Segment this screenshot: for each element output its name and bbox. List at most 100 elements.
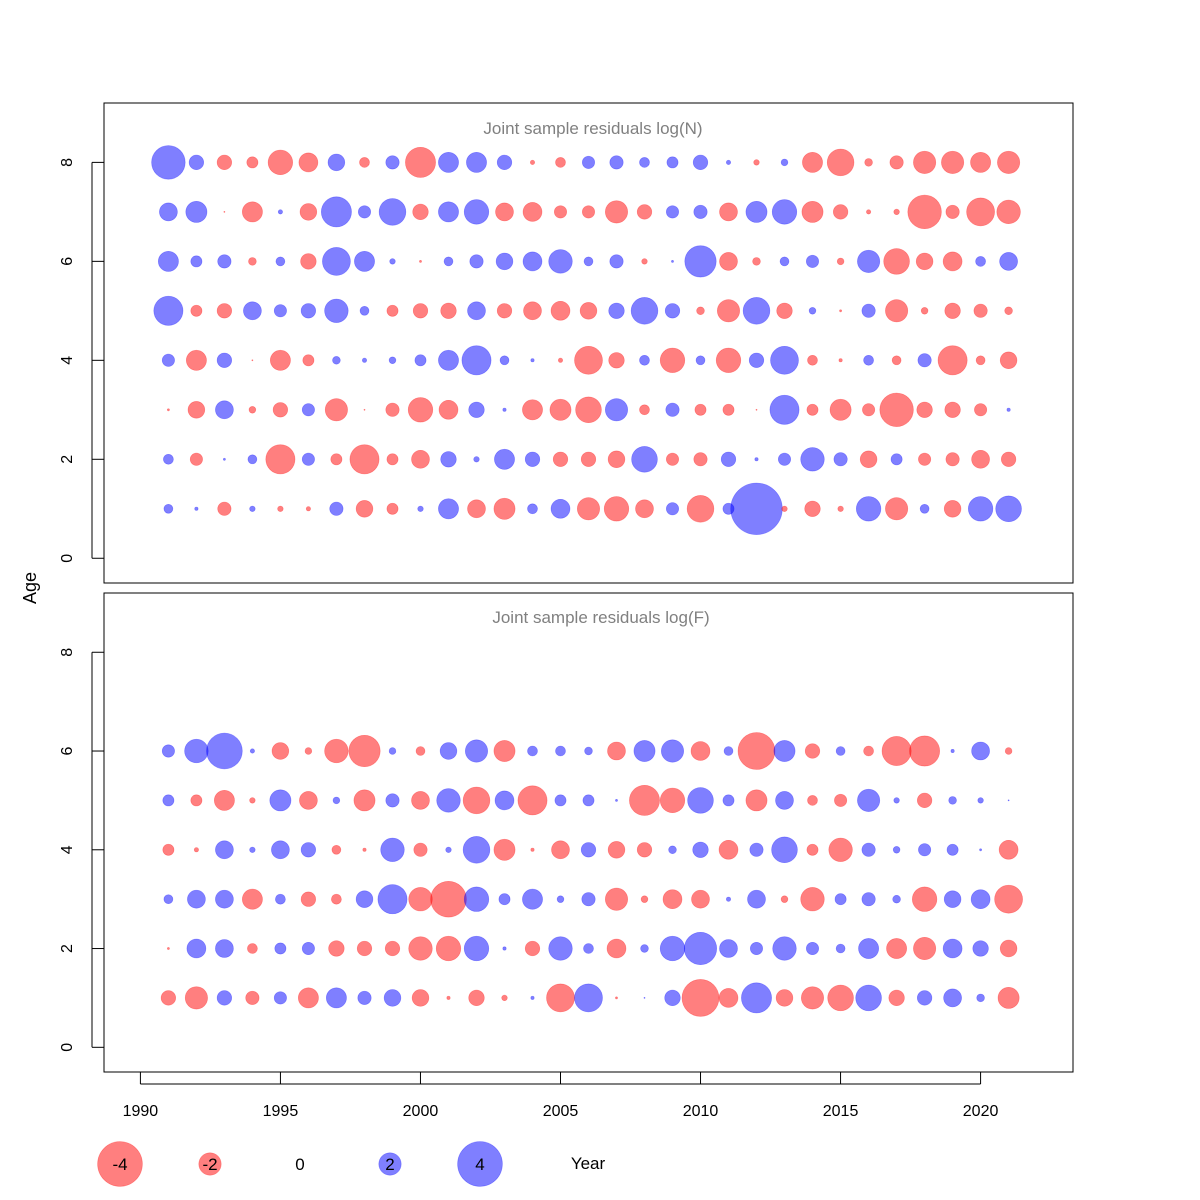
bubble-n-age5-1991 [153,295,184,326]
bubble-n-age4-1999 [388,356,397,364]
bubble-n-age2-2017 [890,453,903,466]
bubble-f-age3-2001 [430,880,467,918]
bubble-f-age3-2020 [970,889,991,910]
bubble-n-age4-2007 [608,352,625,369]
bubble-n-age8-1991 [151,145,186,180]
bubble-f-age2-2016 [858,938,880,959]
bubble-f-age6-2020 [971,741,990,761]
y-tick-label-n-4: 4 [59,356,76,365]
bubble-f-age2-2015 [835,943,846,954]
bubble-f-age1-2000 [411,989,430,1007]
bubble-f-age4-1991 [162,843,175,856]
bubble-n-age1-2008 [635,499,654,519]
bubble-f-age3-1993 [215,889,234,909]
bubble-f-age5-2006 [582,794,595,807]
bubble-f-age4-2003 [493,838,516,861]
bubble-f-age4-2021 [998,839,1019,860]
bubble-n-age5-2016 [861,303,876,318]
bubble-f-age6-2007 [607,741,626,761]
bubble-n-age8-2006 [581,155,595,169]
bubble-n-age8-2017 [889,155,904,170]
y-tick-label-f-4: 4 [59,845,76,854]
bubble-f-age1-1998 [357,990,372,1005]
bubble-n-age5-2018 [920,307,929,315]
bubble-n-age7-1992 [185,200,208,223]
bubble-n-age7-2017 [893,208,900,215]
bubble-n-age1-2017 [885,497,909,521]
bubble-n-age2-2019 [945,452,960,467]
bubble-n-age8-2015 [826,148,855,177]
bubble-f-age2-2019 [942,938,963,959]
bubble-n-age4-2002 [461,345,492,376]
bubble-n-age8-2001 [438,151,459,173]
legend-bubble-3 [378,1152,402,1176]
bubble-n-age1-2000 [417,505,424,512]
bubble-f-age2-2011 [719,939,738,958]
bubble-n-age5-2012 [742,297,771,325]
bubble-f-age5-1996 [299,791,318,810]
bubble-n-age4-2011 [715,347,742,373]
bubble-f-age2-2018 [913,936,937,960]
bubble-f-age2-1998 [356,940,373,957]
bubble-f-age1-2017 [888,989,905,1007]
bubble-n-age4-2017 [891,355,902,366]
bubble-n-age2-2005 [552,451,569,467]
bubble-n-age6-2015 [836,257,845,266]
panel-log-n-bubbles [151,145,1022,535]
bubble-f-age6-2002 [464,739,488,763]
bubble-f-age5-1995 [269,789,292,812]
bubble-f-age1-1996 [297,987,319,1009]
bubble-n-age3-2018 [916,401,933,418]
bubble-n-age6-2013 [779,256,790,267]
bubble-f-age3-2011 [725,896,731,902]
bubble-f-age2-2004 [524,940,541,957]
bubble-f-age2-2001 [435,935,462,962]
bubble-f-age4-2017 [892,846,901,854]
bubble-f-age4-2018 [918,843,932,857]
bubble-f-age1-1992 [184,986,208,1010]
bubble-f-age5-2014 [807,795,818,806]
bubble-n-age1-2014 [804,500,821,517]
bubble-f-age1-2014 [800,986,824,1010]
bubble-f-age4-2012 [749,842,764,857]
bubble-n-age8-2019 [941,150,965,174]
bubble-n-age2-2004 [524,451,541,467]
bubble-n-age1-2003 [493,497,516,520]
bubble-f-age2-2010 [683,931,717,965]
bubble-n-age5-1999 [386,304,399,317]
bubble-f-age1-2008 [643,997,646,999]
bubble-n-age6-2000 [419,259,422,263]
bubble-n-age3-2021 [1006,407,1011,412]
bubble-n-age4-1997 [332,356,341,365]
bubble-n-age8-1997 [327,153,346,172]
bubble-n-age1-2013 [781,505,788,512]
bubble-f-age3-2014 [800,887,825,912]
bubble-n-age7-2002 [463,199,490,225]
bubble-f-age2-1993 [215,939,234,958]
bubble-n-age4-2004 [530,358,535,363]
bubble-f-age1-2019 [943,988,962,1008]
bubble-n-age5-2005 [550,300,571,321]
bubble-n-age7-2016 [866,209,872,215]
bubble-f-age5-2004 [517,785,548,816]
panel-log-n-y-axis: 0 2 4 6 8 [59,158,104,563]
bubble-n-age2-2009 [665,452,679,466]
bubble-n-age3-1991 [166,408,170,412]
bubble-n-age6-2004 [522,251,543,272]
bubble-f-age2-2021 [999,939,1018,958]
bubble-n-age8-2020 [970,151,992,173]
bubble-n-age4-2012 [748,352,765,368]
bubble-n-age2-2020 [971,449,990,469]
bubble-f-age3-1998 [355,890,374,908]
bubble-f-age6-2017 [881,736,912,766]
bubble-f-age6-2000 [415,746,426,756]
bubble-n-age6-2007 [609,254,624,269]
bubble-n-age6-2008 [641,258,648,265]
y-tick-label-n-2: 2 [59,455,76,464]
bubble-n-age6-1993 [217,254,232,269]
y-tick-label-n-0: 0 [59,554,76,563]
bubble-n-age4-2014 [807,354,818,366]
bubble-n-age8-2011 [725,159,731,165]
bubble-n-age7-1999 [378,198,407,226]
bubble-f-age6-2014 [804,743,821,759]
